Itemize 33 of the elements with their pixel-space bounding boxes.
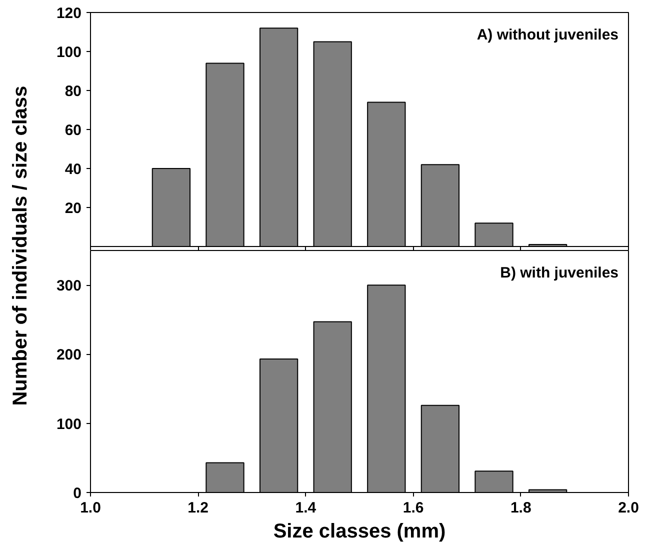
text: A) without juveniles xyxy=(476,26,619,44)
y-tick-label: 40 xyxy=(64,161,82,178)
x-tick-label: 2.0 xyxy=(618,500,639,516)
bar xyxy=(367,102,406,246)
bar xyxy=(313,41,352,246)
bar xyxy=(259,28,298,246)
y-tick-label: 0 xyxy=(73,485,82,502)
x-axis-title: Size classes (mm) xyxy=(273,520,446,542)
x-tick-label: 1.2 xyxy=(188,500,209,516)
bar xyxy=(313,321,352,492)
y-tick-label: 200 xyxy=(56,346,82,364)
bar xyxy=(206,62,244,246)
bar xyxy=(420,164,460,246)
x-tick-label: 1.4 xyxy=(295,500,317,516)
bar xyxy=(367,284,406,492)
y-tick-label: 20 xyxy=(64,200,82,217)
x-tick-label: 1.8 xyxy=(510,500,532,516)
x-tick-label: 1.0 xyxy=(80,500,101,516)
x-tick-label: 1.6 xyxy=(402,500,424,516)
bar xyxy=(206,462,244,492)
y-axis-title: Number of individuals / size class xyxy=(10,86,32,406)
text: B) with juveniles xyxy=(500,264,619,282)
y-tick-label: 120 xyxy=(56,5,82,22)
bar xyxy=(259,358,298,492)
bar xyxy=(152,168,191,246)
bar xyxy=(474,470,514,492)
bar xyxy=(474,222,514,246)
y-tick-label: 300 xyxy=(56,278,82,295)
y-tick-label: 100 xyxy=(56,44,82,61)
bar xyxy=(420,404,460,492)
y-tick-label: 100 xyxy=(56,416,82,433)
y-tick-label: 80 xyxy=(64,83,82,100)
y-tick-label: 60 xyxy=(64,122,82,139)
